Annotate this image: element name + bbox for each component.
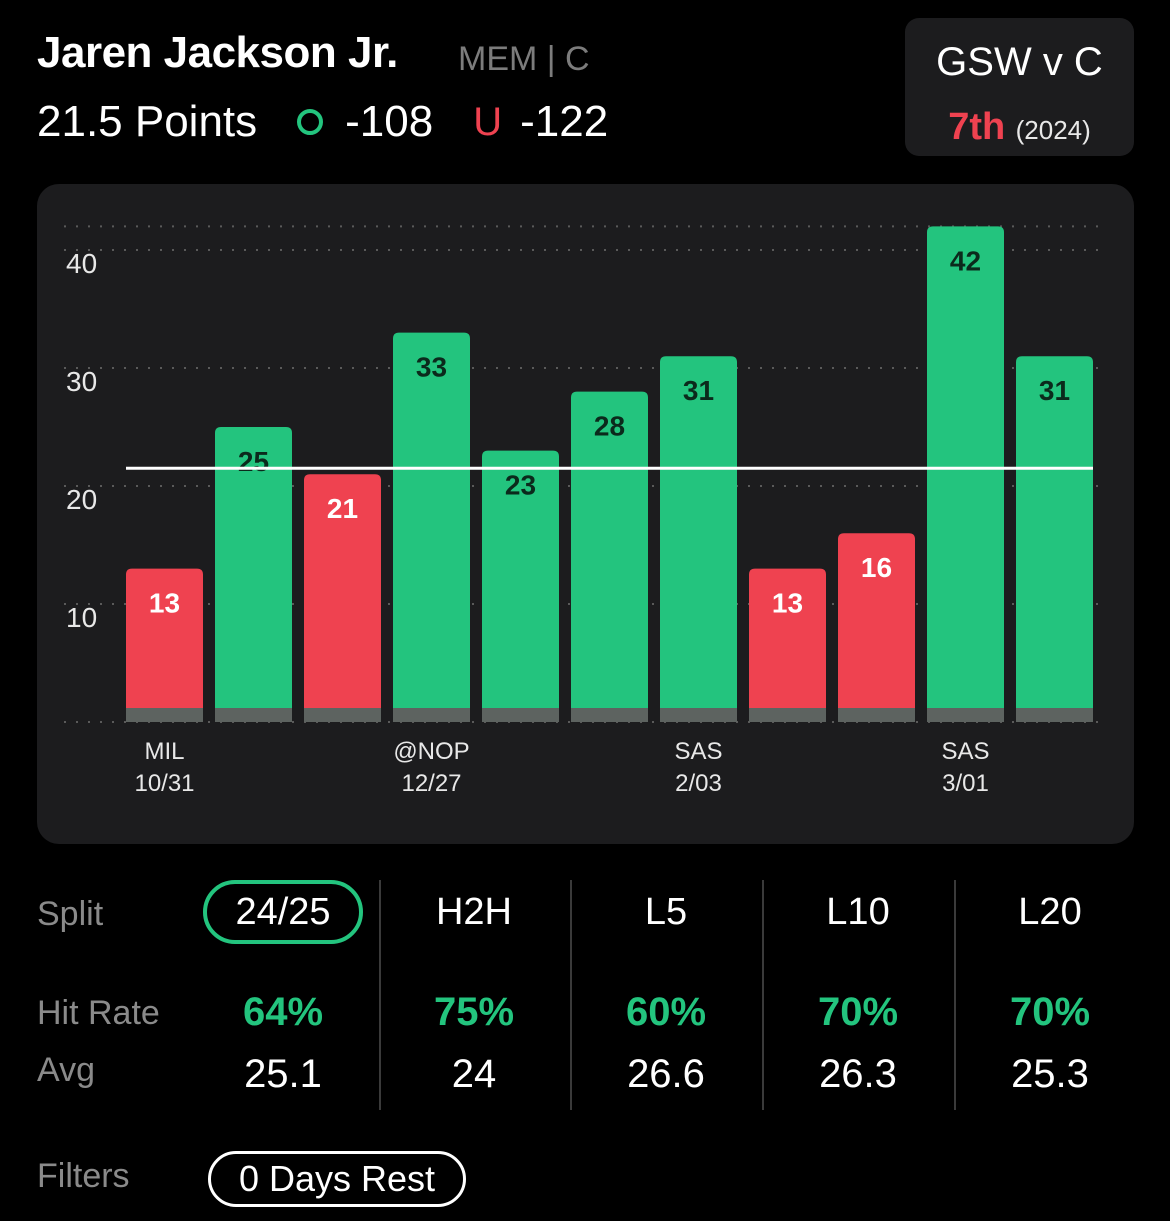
split-label: Split [37,895,104,933]
bar-value-label: 31 [683,375,714,406]
circle-outline-icon [297,109,324,135]
column-divider [762,880,764,1110]
filter-chip-days-rest[interactable]: 0 Days Rest [208,1151,466,1207]
bar-value-label: 25 [238,446,269,477]
split-column-h2h: H2H 75% 24 [378,880,570,1110]
avg-value: 25.1 [244,1052,322,1096]
bar-over [571,391,648,722]
x-label-date: 2/03 [675,770,722,797]
under-label: U [473,99,503,144]
bar-base [838,708,915,722]
bar-under [749,568,826,722]
bar-over [1016,356,1093,722]
y-tick-label: 20 [66,484,97,515]
avg-value: 25.3 [1011,1052,1089,1096]
avg-value: 26.3 [819,1052,897,1096]
matchup-title: GSW v C [936,40,1103,84]
team-position: MEM | C [458,40,590,78]
hit-rate-value: 75% [433,990,515,1034]
column-divider [954,880,956,1110]
split-column-l20: L20 70% 25.3 [954,880,1146,1110]
prop-line-row: 21.5 Points -108 U -122 [37,94,608,150]
bar-value-label: 31 [1039,375,1070,406]
bar-base [215,708,292,722]
hit-rate-value: 70% [1009,990,1091,1034]
hit-rate-label: Hit Rate [37,994,160,1032]
avg-value: 24 [451,1052,497,1096]
split-tab-l5[interactable]: L5 [644,891,688,933]
bar-value-label: 13 [149,588,180,619]
player-name: Jaren Jackson Jr. [37,28,398,77]
x-label-team: @NOP [393,738,469,765]
over-odds[interactable]: -108 [345,97,434,146]
hit-rate-value: 70% [817,990,899,1034]
matchup-card[interactable]: GSW v C 7th (2024) [905,18,1134,156]
x-label-date: 3/01 [942,770,989,797]
y-tick-label: 40 [66,248,97,279]
bar-base [749,708,826,722]
matchup-rank-row: 7th (2024) [905,106,1134,149]
column-divider [570,880,572,1110]
bar-over [660,356,737,722]
bar-base [660,708,737,722]
x-label-team: SAS [941,738,989,765]
bar-under [838,533,915,722]
bar-base [126,708,203,722]
split-tab-l10[interactable]: L10 [826,891,890,933]
rank-year: (2024) [1015,115,1091,145]
bar-over [482,450,559,722]
bar-value-label: 33 [416,352,447,383]
bar-value-label: 13 [772,588,803,619]
bar-base [571,708,648,722]
under-odds[interactable]: -122 [520,97,609,146]
x-label-date: 10/31 [134,770,194,797]
bar-over [215,427,292,722]
split-column-24-25: 24/25 64% 25.1 [187,880,379,1110]
bar-base [482,708,559,722]
bar-value-label: 16 [861,552,892,583]
bar-over [927,226,1004,722]
y-tick-label: 10 [66,602,97,633]
game-log-chart: 10 20 30 40 13 25 21 33 23 28 31 13 16 42 31 MIL 10/31 @N… [37,184,1134,844]
hit-rate-value: 60% [625,990,707,1034]
split-column-l10: L10 70% 26.3 [762,880,954,1110]
defense-rank: 7th [948,106,1006,148]
filters-label: Filters [37,1157,130,1195]
x-label-team: MIL [144,738,184,765]
bar-value-label: 28 [594,411,625,442]
avg-label: Avg [37,1051,95,1089]
hit-rate-value: 64% [242,990,324,1034]
x-label-date: 12/27 [401,770,461,797]
split-tab-l20[interactable]: L20 [1018,891,1082,933]
bar-base [393,708,470,722]
bar-chart-svg: 10 20 30 40 13 25 21 33 23 28 31 13 16 42 31 MIL 10/31 @N… [64,225,1100,797]
bar-under [304,474,381,722]
prop-line: 21.5 Points [37,97,258,146]
bar-value-label: 21 [327,493,358,524]
bar-base [927,708,1004,722]
bar-value-label: 23 [505,470,536,501]
avg-value: 26.6 [627,1052,705,1096]
y-tick-label: 30 [66,366,97,397]
bar-base [1016,708,1093,722]
bar-base [304,708,381,722]
split-tab-h2h[interactable]: H2H [435,891,513,933]
x-label-team: SAS [674,738,722,765]
bar-value-label: 42 [950,245,981,276]
bar-under [126,568,203,722]
split-tab-24-25[interactable]: 24/25 [203,880,363,944]
column-divider [379,880,381,1110]
bar-over [393,332,470,722]
split-column-l5: L5 60% 26.6 [570,880,762,1110]
